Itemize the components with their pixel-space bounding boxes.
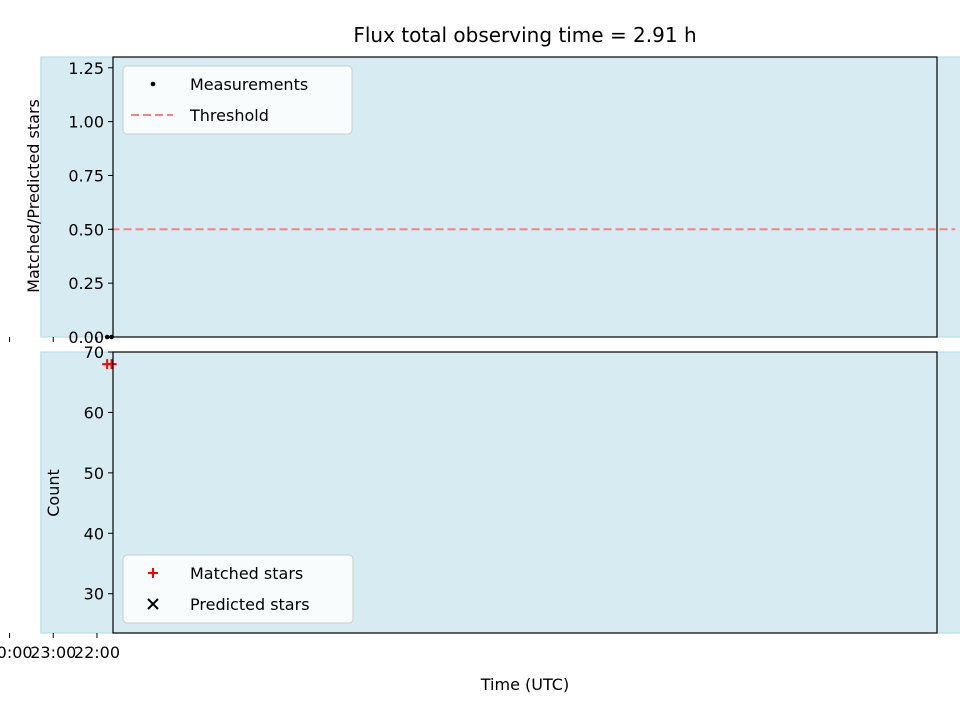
y-tick-label: 0.25 (68, 274, 104, 293)
x-tick-label: 22:00 (74, 643, 120, 662)
legend-label: Matched stars (190, 564, 303, 583)
y-tick-label: 60 (84, 403, 104, 422)
x-axis-label: Time (UTC) (480, 675, 569, 694)
y-tick-label: 50 (84, 464, 104, 483)
chart-title: Flux total observing time = 2.91 h (353, 23, 696, 47)
legend-label: Predicted stars (190, 595, 310, 614)
legend-label: Measurements (190, 75, 308, 94)
x-tick-label: 00:00 (0, 643, 33, 662)
plot-frame (112, 56, 938, 338)
legend-box (122, 65, 353, 135)
legend-predicted-marker (147, 598, 159, 610)
bottom-panel: 304050607022:0023:0000:0001:0002:00Match… (0, 343, 960, 662)
top-y-axis-label: Matched/Predicted stars (24, 99, 43, 293)
plot-frame (112, 351, 938, 634)
y-tick-label: 40 (84, 524, 104, 543)
legend-measurement-marker (150, 81, 156, 87)
y-tick-label: 0.75 (68, 166, 104, 185)
y-tick-label: 30 (84, 585, 104, 604)
legend-box (122, 554, 354, 624)
y-tick-label: 0.00 (68, 328, 104, 347)
bottom-y-axis-label: Count (44, 469, 63, 517)
y-tick-label: 70 (84, 343, 104, 362)
measurement-point (104, 334, 110, 340)
y-tick-label: 0.50 (68, 220, 104, 239)
y-tick-label: 1.00 (68, 113, 104, 132)
matched-star-marker (102, 359, 113, 370)
y-tick-label: 1.25 (68, 59, 104, 78)
legend-label: Threshold (189, 106, 269, 125)
x-tick-label: 23:00 (30, 643, 76, 662)
legend-matched-marker (148, 568, 158, 578)
top-panel: 0.00 0.25 0.50 0.75 1.00 1.25 Measurements Thre… (9, 56, 960, 347)
